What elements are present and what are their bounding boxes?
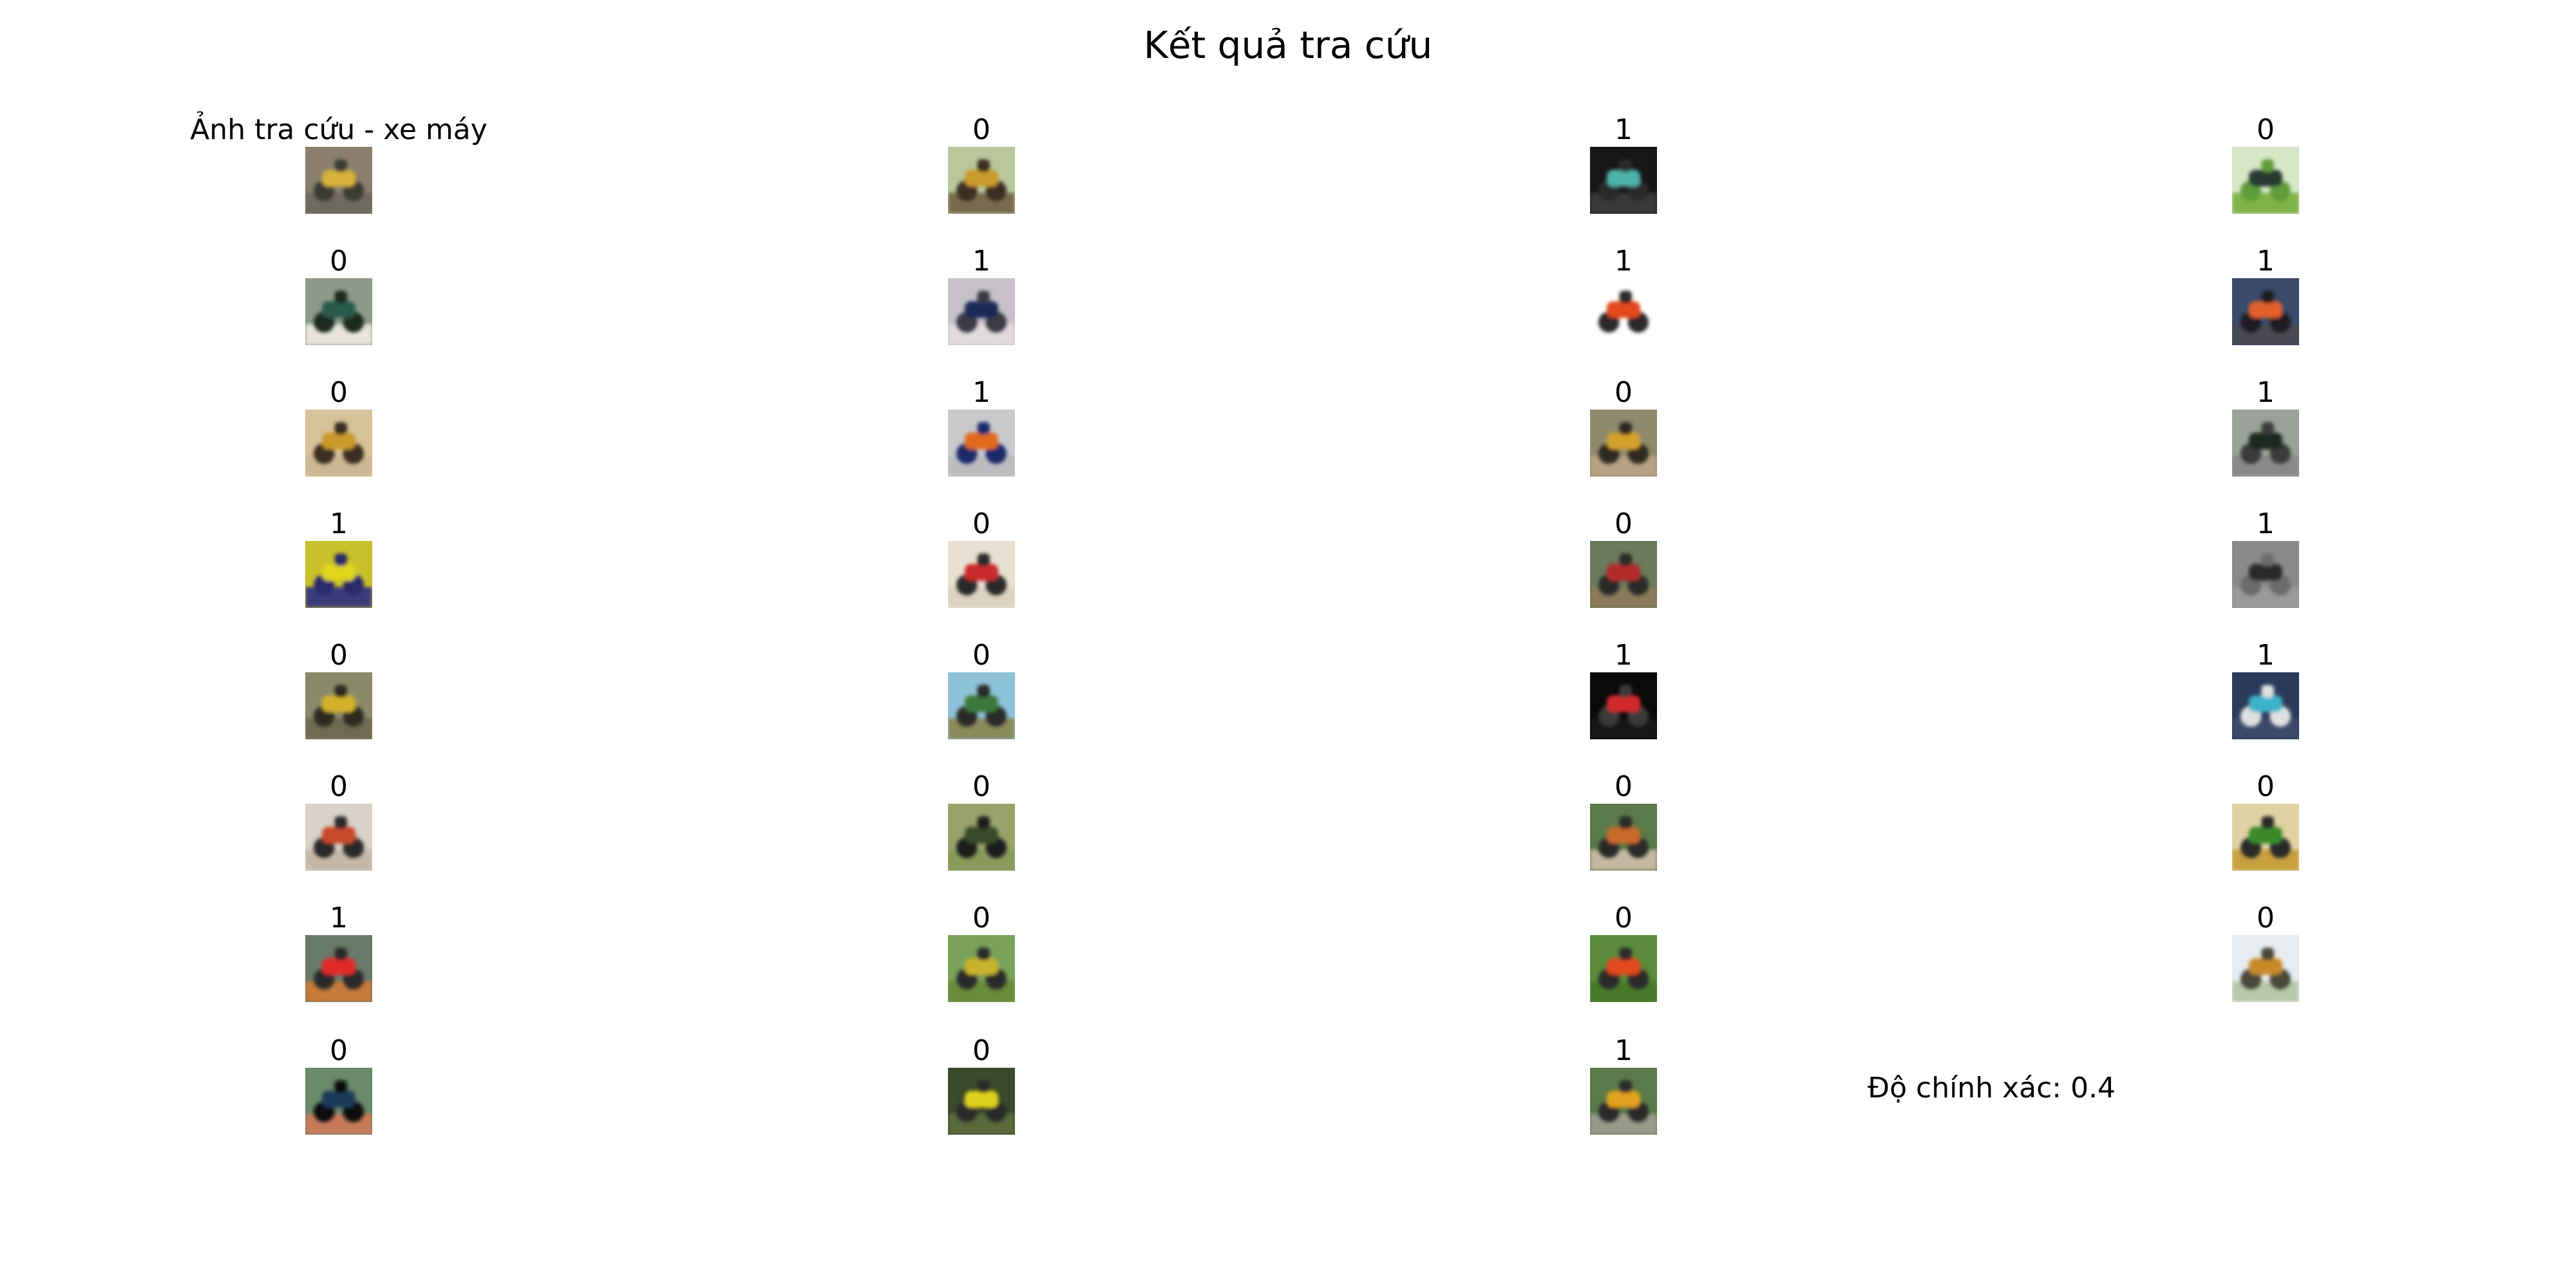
result-5-image — [948, 278, 1015, 345]
result-22-image — [1590, 804, 1657, 871]
result-1-image — [948, 147, 1015, 214]
result-12-image — [305, 541, 372, 608]
result-6-label: 1 — [1615, 245, 1633, 278]
result-3-image — [2232, 147, 2299, 214]
result-26-label: 0 — [1615, 902, 1633, 934]
result-15-image — [2232, 541, 2299, 608]
query-image — [305, 147, 372, 214]
result-21-image — [948, 804, 1015, 871]
result-23-label: 0 — [2257, 770, 2275, 803]
result-27-label: 0 — [2257, 902, 2275, 934]
result-5-label: 1 — [972, 245, 990, 278]
result-29-image — [948, 1068, 1015, 1135]
result-11-image — [2232, 410, 2299, 477]
result-27-image — [2232, 935, 2299, 1002]
result-24-image — [305, 935, 372, 1002]
result-2-image — [1590, 147, 1657, 214]
result-23-image — [2232, 804, 2299, 871]
result-4-label: 0 — [330, 245, 348, 278]
result-14-label: 0 — [1615, 507, 1633, 540]
result-8-image — [305, 410, 372, 477]
result-11-label: 1 — [2257, 376, 2275, 409]
result-28-image — [305, 1068, 372, 1135]
result-25-image — [948, 935, 1015, 1002]
result-21-label: 0 — [972, 770, 990, 803]
result-15-label: 1 — [2257, 507, 2275, 540]
figure-title: Kết quả tra cứu — [1143, 23, 1433, 67]
result-24-label: 1 — [330, 902, 348, 934]
result-7-image — [2232, 278, 2299, 345]
result-14-image — [1590, 541, 1657, 608]
result-19-label: 1 — [2257, 639, 2275, 672]
result-7-label: 1 — [2257, 245, 2275, 278]
result-26-image — [1590, 935, 1657, 1002]
accuracy-text: Độ chính xác: 0.4 — [1868, 1072, 2116, 1104]
result-9-label: 1 — [972, 376, 990, 409]
result-10-label: 0 — [1615, 376, 1633, 409]
result-16-image — [305, 672, 372, 739]
result-17-image — [948, 672, 1015, 739]
result-2-label: 1 — [1615, 113, 1633, 146]
result-8-label: 0 — [330, 376, 348, 409]
query-label: Ảnh tra cứu - xe máy — [190, 113, 488, 146]
result-10-image — [1590, 410, 1657, 477]
result-4-image — [305, 278, 372, 345]
result-6-image — [1590, 278, 1657, 345]
result-13-label: 0 — [972, 507, 990, 540]
result-19-image — [2232, 672, 2299, 739]
result-25-label: 0 — [972, 902, 990, 934]
result-22-label: 0 — [1615, 770, 1633, 803]
result-30-label: 1 — [1615, 1034, 1633, 1067]
result-12-label: 1 — [330, 507, 348, 540]
result-16-label: 0 — [330, 639, 348, 672]
result-13-image — [948, 541, 1015, 608]
result-28-label: 0 — [330, 1034, 348, 1067]
result-18-image — [1590, 672, 1657, 739]
result-20-image — [305, 804, 372, 871]
result-1-label: 0 — [972, 113, 990, 146]
result-20-label: 0 — [330, 770, 348, 803]
result-30-image — [1590, 1068, 1657, 1135]
result-18-label: 1 — [1615, 639, 1633, 672]
result-17-label: 0 — [972, 639, 990, 672]
result-29-label: 0 — [972, 1034, 990, 1067]
result-3-label: 0 — [2257, 113, 2275, 146]
result-9-image — [948, 410, 1015, 477]
